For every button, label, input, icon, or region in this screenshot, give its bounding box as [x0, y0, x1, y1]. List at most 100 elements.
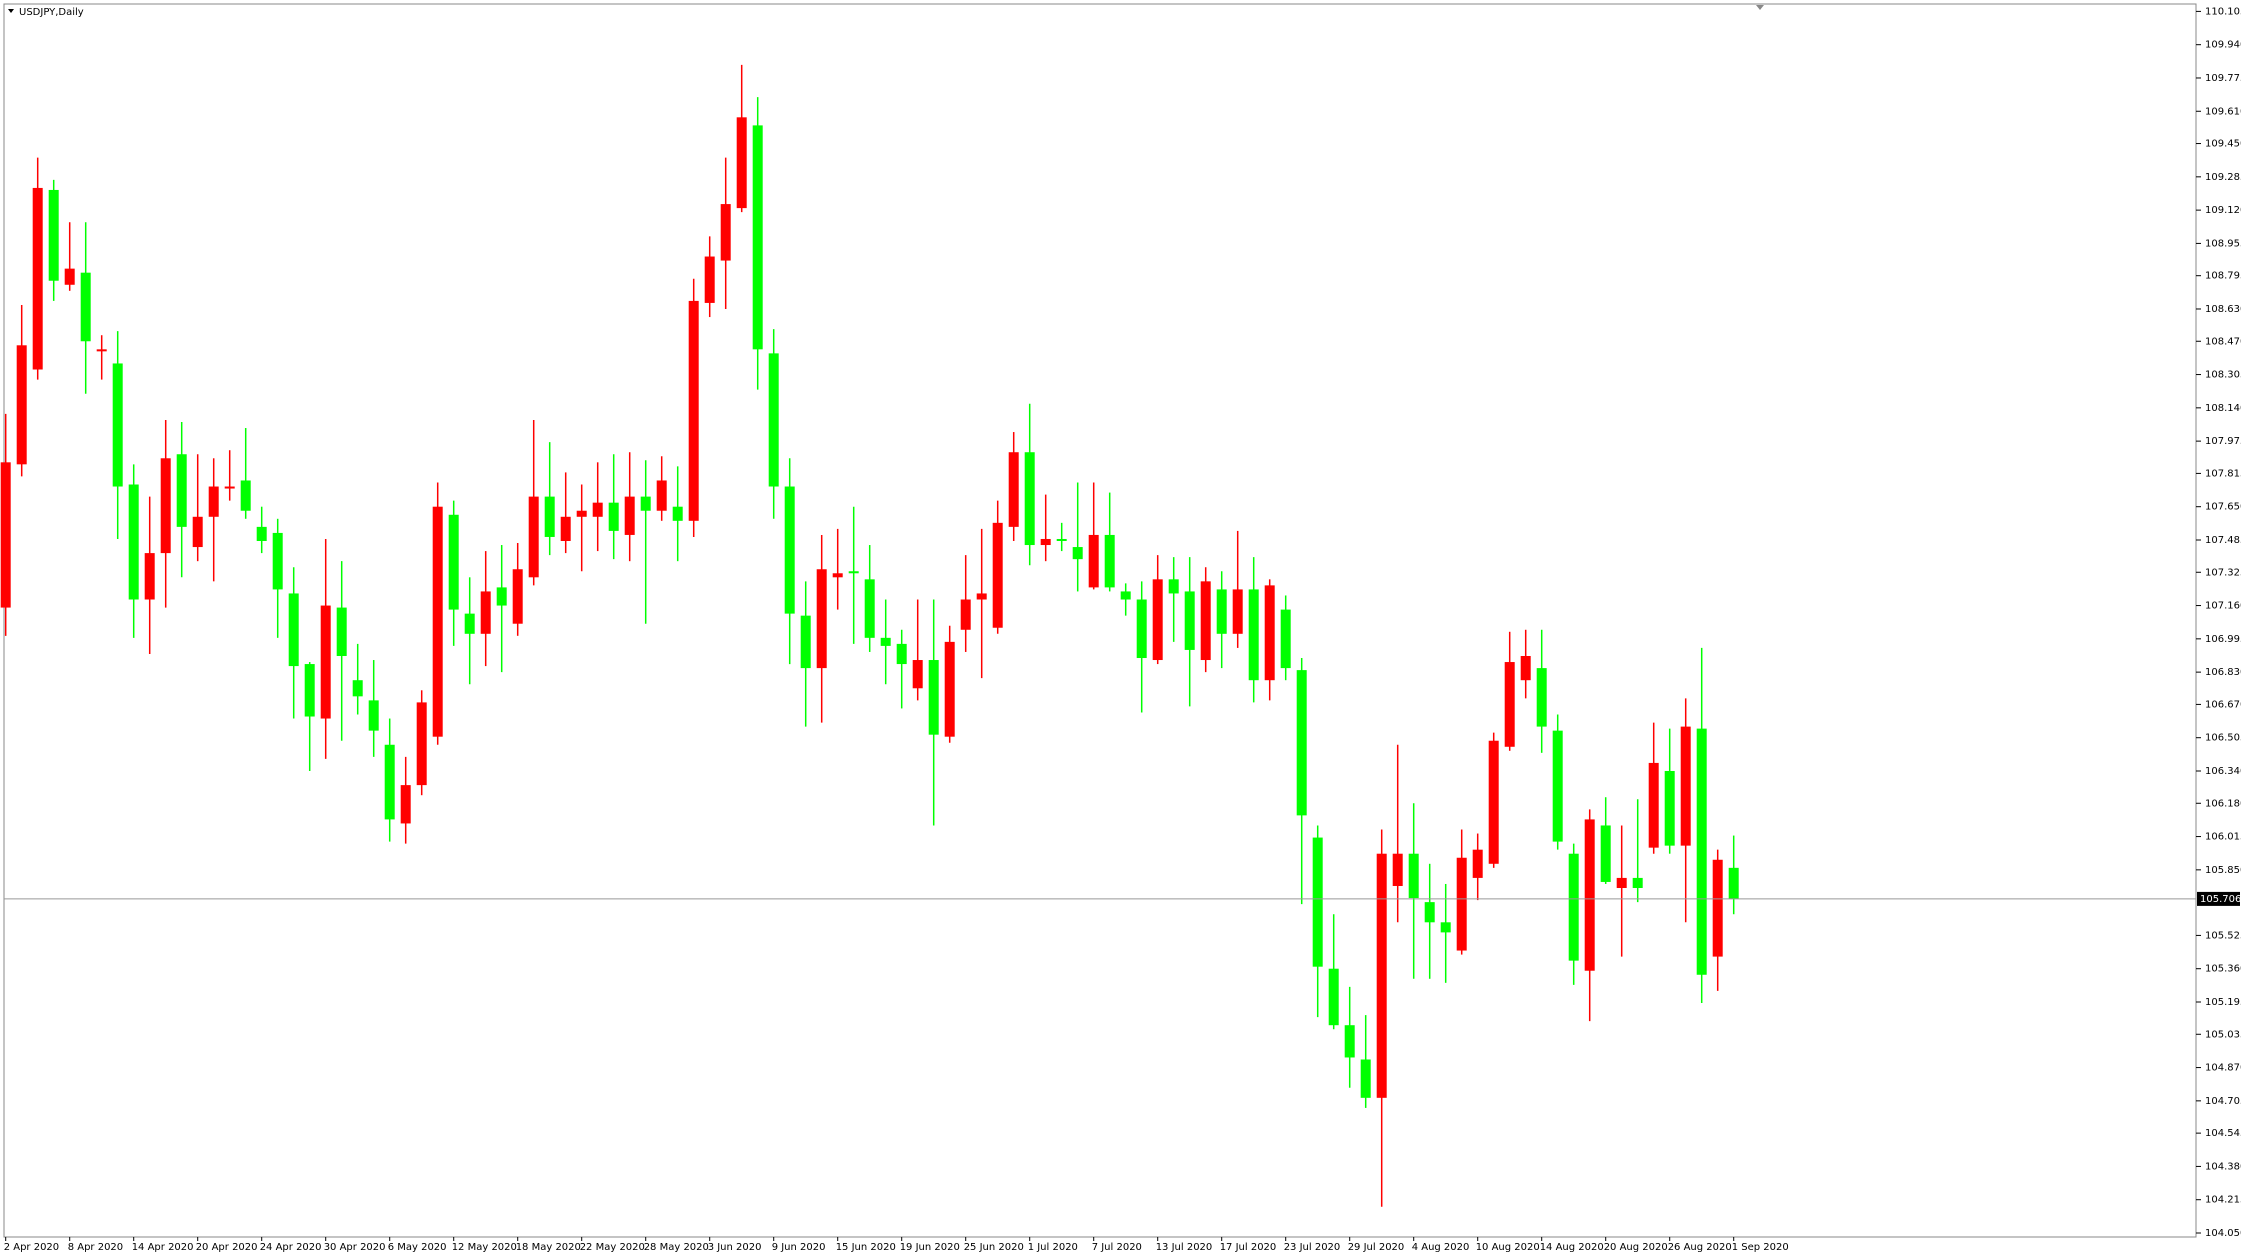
x-tick-label: 14 Aug 2020 [1540, 1242, 1604, 1253]
candle-body [832, 573, 843, 578]
candle-body [1344, 1025, 1355, 1058]
candle-body [1584, 819, 1595, 971]
x-tick-label: 25 Jun 2020 [964, 1242, 1024, 1253]
candle-body [1072, 547, 1083, 560]
candle-body [272, 532, 283, 590]
x-tick-label: 14 Apr 2020 [132, 1242, 194, 1253]
y-tick-label: 106.015 [2205, 832, 2241, 843]
x-tick-label: 7 Jul 2020 [1092, 1242, 1142, 1253]
candle-body [736, 117, 747, 209]
x-tick-label: 20 Aug 2020 [1604, 1242, 1668, 1253]
plot-frame [3, 3, 2197, 1238]
candle-body [240, 480, 251, 511]
y-tick-label: 110.105 [2205, 6, 2241, 17]
candle-body [336, 607, 347, 656]
candle-body [112, 363, 123, 487]
candle-body [464, 613, 475, 634]
y-tick-label: 108.795 [2205, 271, 2241, 282]
candle-body [768, 353, 779, 487]
candle-body [1104, 534, 1115, 588]
y-tick-label: 109.285 [2205, 172, 2241, 183]
x-tick-label: 13 Jul 2020 [1156, 1242, 1213, 1253]
y-tick-label: 105.360 [2205, 964, 2241, 975]
candle-body [480, 591, 491, 634]
y-tick-label: 107.325 [2205, 567, 2241, 578]
candle-body [1616, 877, 1627, 889]
y-tick-label: 106.670 [2205, 699, 2241, 710]
candle-body [640, 496, 651, 511]
y-tick-label: 106.830 [2205, 667, 2241, 678]
x-tick-label: 19 Jun 2020 [900, 1242, 960, 1253]
candle-body [784, 486, 795, 614]
candle-body [1232, 589, 1243, 634]
y-tick-label: 104.870 [2205, 1063, 2241, 1074]
x-tick-label: 2 Apr 2020 [4, 1242, 59, 1253]
y-tick-label: 107.975 [2205, 436, 2241, 447]
y-tick-label: 107.485 [2205, 535, 2241, 546]
candle-body [496, 587, 507, 606]
candle-body [1440, 922, 1451, 933]
candle-body [1424, 902, 1435, 923]
x-tick-label: 1 Jul 2020 [1028, 1242, 1078, 1253]
x-tick-label: 18 May 2020 [516, 1242, 581, 1253]
y-tick-label: 109.450 [2205, 139, 2241, 150]
y-tick-label: 108.305 [2205, 370, 2241, 381]
candle-body [1552, 730, 1563, 842]
candle-body [208, 486, 219, 517]
candle-body [512, 569, 523, 624]
candle-body [976, 593, 987, 600]
x-tick-label: 26 Aug 2020 [1668, 1242, 1732, 1253]
candle-body [80, 272, 91, 342]
y-tick-label: 108.140 [2205, 403, 2241, 414]
candle-body [896, 643, 907, 665]
candle-body [1280, 609, 1291, 669]
candle-body [1392, 853, 1403, 886]
x-tick-label: 8 Apr 2020 [68, 1242, 123, 1253]
candle-body [1520, 655, 1531, 681]
candle-body [1360, 1059, 1371, 1098]
y-tick-label: 107.815 [2205, 468, 2241, 479]
candle-body [1728, 867, 1739, 899]
candle-body [800, 615, 811, 669]
candle-body [448, 514, 459, 610]
y-tick-label: 107.650 [2205, 502, 2241, 513]
candle-body [720, 204, 731, 261]
candle-body [1664, 770, 1675, 846]
y-tick-label: 104.705 [2205, 1096, 2241, 1107]
candle-body [1696, 728, 1707, 975]
y-tick-label: 108.955 [2205, 238, 2241, 249]
candle-body [1008, 452, 1019, 527]
candle-body [576, 510, 587, 517]
x-tick-label: 24 Apr 2020 [260, 1242, 322, 1253]
candle-body [192, 516, 203, 548]
y-tick-label: 105.525 [2205, 930, 2241, 941]
x-tick-label: 23 Jul 2020 [1284, 1242, 1341, 1253]
candle-body [1712, 859, 1723, 957]
candle-body [1296, 670, 1307, 816]
x-tick-label: 10 Aug 2020 [1476, 1242, 1540, 1253]
menu-arrow[interactable] [8, 9, 14, 13]
candle-body [1248, 589, 1259, 681]
y-tick-label: 106.505 [2205, 733, 2241, 744]
y-tick-label: 105.850 [2205, 865, 2241, 876]
candle-body [528, 496, 539, 578]
candle-body [1536, 668, 1547, 727]
chart-title: USDJPY,Daily [19, 7, 84, 18]
y-tick-label: 105.195 [2205, 997, 2241, 1008]
candle-body [608, 502, 619, 531]
current-price-label: 105.706 [2200, 894, 2241, 905]
candle-body [1376, 853, 1387, 1098]
x-tick-label: 1 Sep 2020 [1732, 1242, 1789, 1253]
y-tick-label: 104.380 [2205, 1161, 2241, 1172]
candle-body [1024, 452, 1035, 546]
candle-body [704, 256, 715, 303]
x-tick-label: 29 Jul 2020 [1348, 1242, 1405, 1253]
candle-body [544, 496, 555, 537]
x-tick-label: 17 Jul 2020 [1220, 1242, 1277, 1253]
candle-body [1568, 853, 1579, 961]
candle-body [416, 702, 427, 786]
candle-body [256, 526, 267, 541]
candle-body [1680, 726, 1691, 846]
candle-body [64, 268, 75, 285]
